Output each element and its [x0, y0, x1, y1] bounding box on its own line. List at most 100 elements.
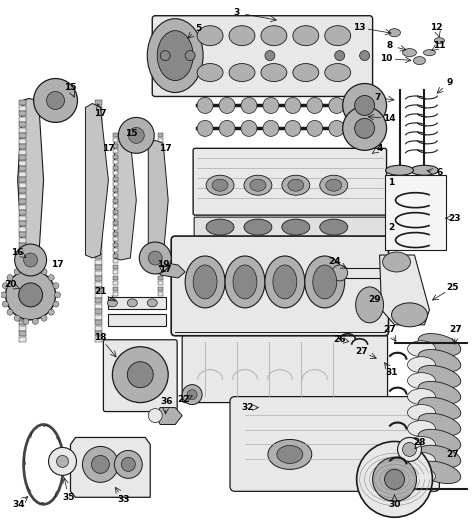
Bar [18, 194, 26, 199]
Bar [109, 297, 166, 309]
Bar [95, 177, 102, 182]
Bar [95, 118, 102, 122]
Bar [158, 254, 163, 258]
Bar [113, 215, 118, 219]
Bar [158, 265, 163, 269]
Ellipse shape [285, 121, 301, 136]
Bar [18, 271, 26, 276]
Ellipse shape [325, 63, 351, 82]
Ellipse shape [418, 366, 461, 388]
Bar [113, 145, 118, 148]
Ellipse shape [383, 252, 410, 272]
Ellipse shape [418, 413, 461, 436]
Bar [158, 171, 163, 175]
Text: 4: 4 [376, 144, 383, 153]
Bar [18, 133, 26, 138]
Bar [95, 111, 102, 116]
Ellipse shape [355, 96, 374, 115]
Text: 27: 27 [356, 347, 368, 356]
Ellipse shape [55, 292, 61, 298]
Text: 13: 13 [354, 23, 366, 32]
Bar [95, 145, 102, 149]
Bar [158, 232, 163, 236]
Bar [158, 221, 163, 225]
Ellipse shape [418, 382, 461, 404]
Ellipse shape [307, 121, 323, 136]
Ellipse shape [193, 265, 217, 299]
Bar [95, 128, 102, 133]
Ellipse shape [197, 25, 223, 46]
Bar [95, 172, 102, 177]
Bar [113, 248, 118, 252]
Ellipse shape [185, 256, 225, 308]
Ellipse shape [332, 265, 347, 281]
Ellipse shape [418, 397, 461, 420]
Bar [95, 188, 102, 193]
Ellipse shape [408, 436, 436, 452]
Bar [18, 337, 26, 342]
Ellipse shape [313, 265, 337, 299]
Ellipse shape [18, 283, 43, 307]
Ellipse shape [408, 405, 436, 421]
Text: 31: 31 [385, 368, 398, 377]
Bar [384, 175, 447, 250]
Ellipse shape [293, 63, 319, 82]
Bar [95, 161, 102, 166]
Ellipse shape [273, 265, 297, 299]
Text: 17: 17 [159, 144, 172, 153]
Text: 19: 19 [157, 261, 170, 269]
Bar [18, 155, 26, 160]
Bar [18, 172, 26, 177]
Bar [95, 298, 102, 303]
Bar [158, 145, 163, 148]
Text: 1: 1 [388, 178, 395, 187]
Bar [18, 122, 26, 127]
Bar [18, 276, 26, 281]
Ellipse shape [408, 373, 436, 388]
Ellipse shape [408, 341, 436, 357]
Bar [18, 249, 26, 254]
Bar [113, 204, 118, 208]
Ellipse shape [282, 175, 310, 195]
Ellipse shape [408, 421, 436, 436]
Bar [95, 287, 102, 292]
Bar [18, 298, 26, 303]
Bar [113, 160, 118, 164]
Text: 15: 15 [64, 83, 77, 92]
Bar [18, 260, 26, 265]
Ellipse shape [413, 57, 426, 64]
Bar [113, 138, 118, 142]
Bar [95, 243, 102, 248]
Text: 36: 36 [160, 397, 173, 406]
Ellipse shape [423, 49, 436, 56]
Ellipse shape [288, 179, 304, 191]
Bar [113, 133, 118, 137]
Bar [18, 326, 26, 331]
Bar [95, 249, 102, 254]
Text: 27: 27 [383, 326, 396, 334]
Text: 27: 27 [446, 450, 459, 459]
Bar [113, 226, 118, 230]
Bar [113, 232, 118, 236]
Bar [95, 100, 102, 106]
Ellipse shape [233, 265, 257, 299]
Text: 23: 23 [448, 214, 461, 223]
Ellipse shape [15, 244, 46, 276]
Bar [95, 216, 102, 221]
Bar [18, 128, 26, 133]
Ellipse shape [326, 179, 342, 191]
Bar [18, 331, 26, 336]
Ellipse shape [410, 165, 438, 175]
Bar [113, 182, 118, 186]
Bar [340, 268, 388, 278]
Bar [18, 216, 26, 221]
Ellipse shape [320, 219, 347, 235]
Bar [95, 282, 102, 287]
Bar [158, 138, 163, 142]
Bar [158, 276, 163, 280]
Bar [158, 226, 163, 230]
Text: 16: 16 [11, 248, 24, 256]
Bar [95, 139, 102, 145]
Polygon shape [18, 98, 44, 262]
Text: 15: 15 [125, 129, 137, 138]
